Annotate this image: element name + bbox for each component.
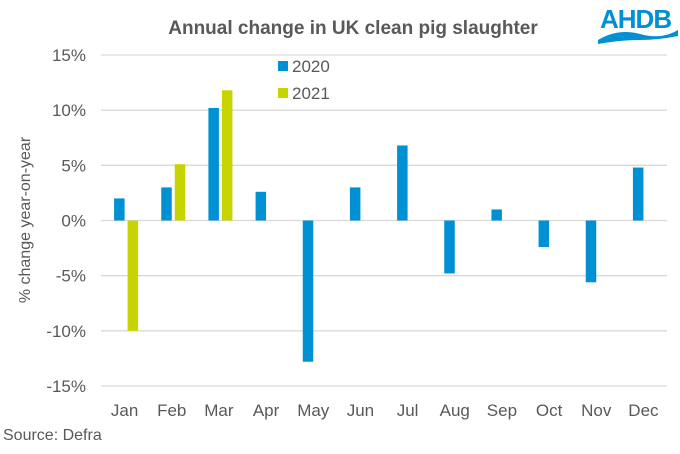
bar-2020-jul bbox=[397, 145, 408, 221]
x-tick-label: Aug bbox=[440, 401, 470, 420]
x-tick-label: Oct bbox=[536, 401, 563, 420]
x-tick-label: Mar bbox=[204, 401, 234, 420]
x-tick-label: Jan bbox=[111, 401, 138, 420]
bar-2021-mar bbox=[221, 90, 233, 221]
x-tick-label: May bbox=[297, 401, 330, 420]
y-tick-label: 15% bbox=[52, 46, 86, 65]
y-tick-label: -15% bbox=[46, 377, 86, 396]
x-tick-label: Jun bbox=[347, 401, 374, 420]
gridlines bbox=[101, 54, 667, 387]
x-tick-label: Sep bbox=[487, 401, 517, 420]
logo-wave-icon bbox=[598, 30, 678, 44]
x-tick-label: Jul bbox=[397, 401, 419, 420]
y-tick-label: 10% bbox=[52, 101, 86, 120]
x-tick-label: Dec bbox=[628, 401, 659, 420]
legend-label-2020: 2020 bbox=[292, 57, 330, 76]
legend-swatch-2021 bbox=[278, 88, 288, 98]
x-axis-ticks: Jan Feb Mar Apr May Jun Jul Aug Sep Oct Nov Dec bbox=[111, 401, 659, 420]
source-note: Source: Defra bbox=[3, 427, 102, 444]
legend-label-2021: 2021 bbox=[292, 84, 330, 103]
legend-swatch-2020 bbox=[278, 61, 288, 71]
y-tick-label: 0% bbox=[61, 212, 86, 231]
bars bbox=[114, 90, 644, 362]
x-tick-label: Nov bbox=[581, 401, 612, 420]
x-tick-label: Feb bbox=[157, 401, 186, 420]
y-tick-label: -5% bbox=[56, 267, 86, 286]
bar-2020-nov bbox=[585, 220, 597, 283]
bar-2020-dec bbox=[632, 167, 644, 221]
bar-2020-apr bbox=[255, 191, 267, 221]
bar-2020-may bbox=[302, 220, 314, 362]
bar-2020-feb bbox=[161, 187, 172, 221]
ahdb-logo: AHDB bbox=[598, 4, 678, 46]
logo-text: AHDB bbox=[600, 4, 672, 34]
bar-2021-jan bbox=[127, 220, 139, 331]
bar-2021-feb bbox=[174, 164, 186, 221]
y-tick-label: 5% bbox=[61, 156, 86, 175]
x-tick-label: Apr bbox=[253, 401, 280, 420]
chart-title: Annual change in UK clean pig slaughter bbox=[168, 18, 538, 39]
bar-2020-aug bbox=[444, 220, 455, 274]
y-axis-ticks: 15% 10% 5% 0% -5% -10% -15% bbox=[46, 46, 86, 396]
bar-2020-sep bbox=[491, 209, 502, 221]
y-tick-label: -10% bbox=[46, 322, 86, 341]
y-axis-label: % change year-on-year bbox=[17, 136, 34, 303]
bar-2020-mar bbox=[208, 107, 219, 221]
legend: 2020 2021 bbox=[278, 57, 330, 103]
bar-2020-jan bbox=[114, 198, 125, 221]
bar-2020-oct bbox=[538, 220, 550, 247]
bar-2020-jun bbox=[349, 187, 361, 221]
